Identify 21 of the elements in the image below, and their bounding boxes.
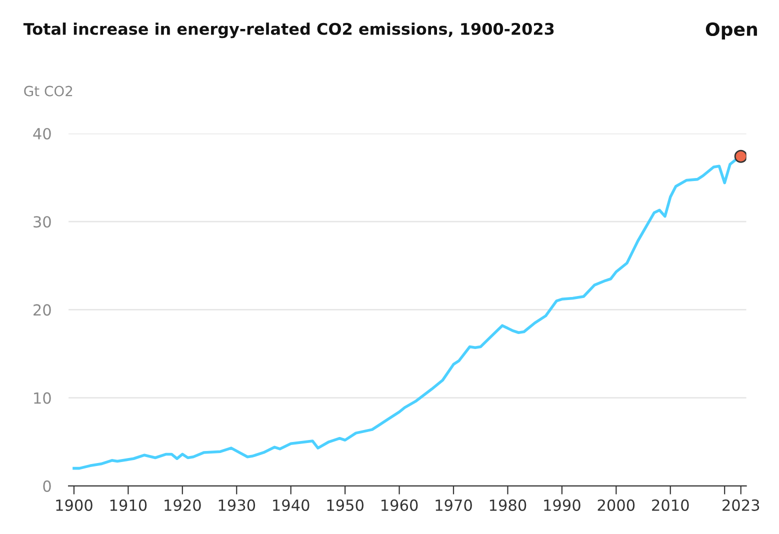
x-tick-label: 1920 xyxy=(164,499,201,511)
y-axis-title: Gt CO2 xyxy=(24,86,72,96)
x-tick-label: 1960 xyxy=(382,499,418,511)
y-tick-label: 10 xyxy=(34,392,51,404)
chart-title: Total increase in energy-related CO2 emissions, 1900-2023 xyxy=(23,22,554,38)
y-tick-label: 40 xyxy=(33,128,51,140)
x-tick-label: 1940 xyxy=(273,499,310,511)
x-tick-label: 2010 xyxy=(652,499,689,511)
x-tick-label: 1970 xyxy=(436,499,472,511)
y-tick-label: 30 xyxy=(34,216,51,228)
x-tick-label: 1990 xyxy=(544,499,580,511)
x-tick-label: 1900 xyxy=(56,499,92,511)
x-tick-label: 1950 xyxy=(327,499,364,511)
x-tick-label: 1980 xyxy=(490,499,526,511)
x-tick-label: 1910 xyxy=(110,499,147,511)
x-tick-label: 2000 xyxy=(598,499,635,511)
x-tick-label: 1930 xyxy=(218,499,256,511)
y-tick-label: 0 xyxy=(43,480,51,492)
text: Open xyxy=(706,22,757,40)
x-tick-label: 2023 xyxy=(722,499,760,511)
y-tick-label: 20 xyxy=(34,304,51,316)
